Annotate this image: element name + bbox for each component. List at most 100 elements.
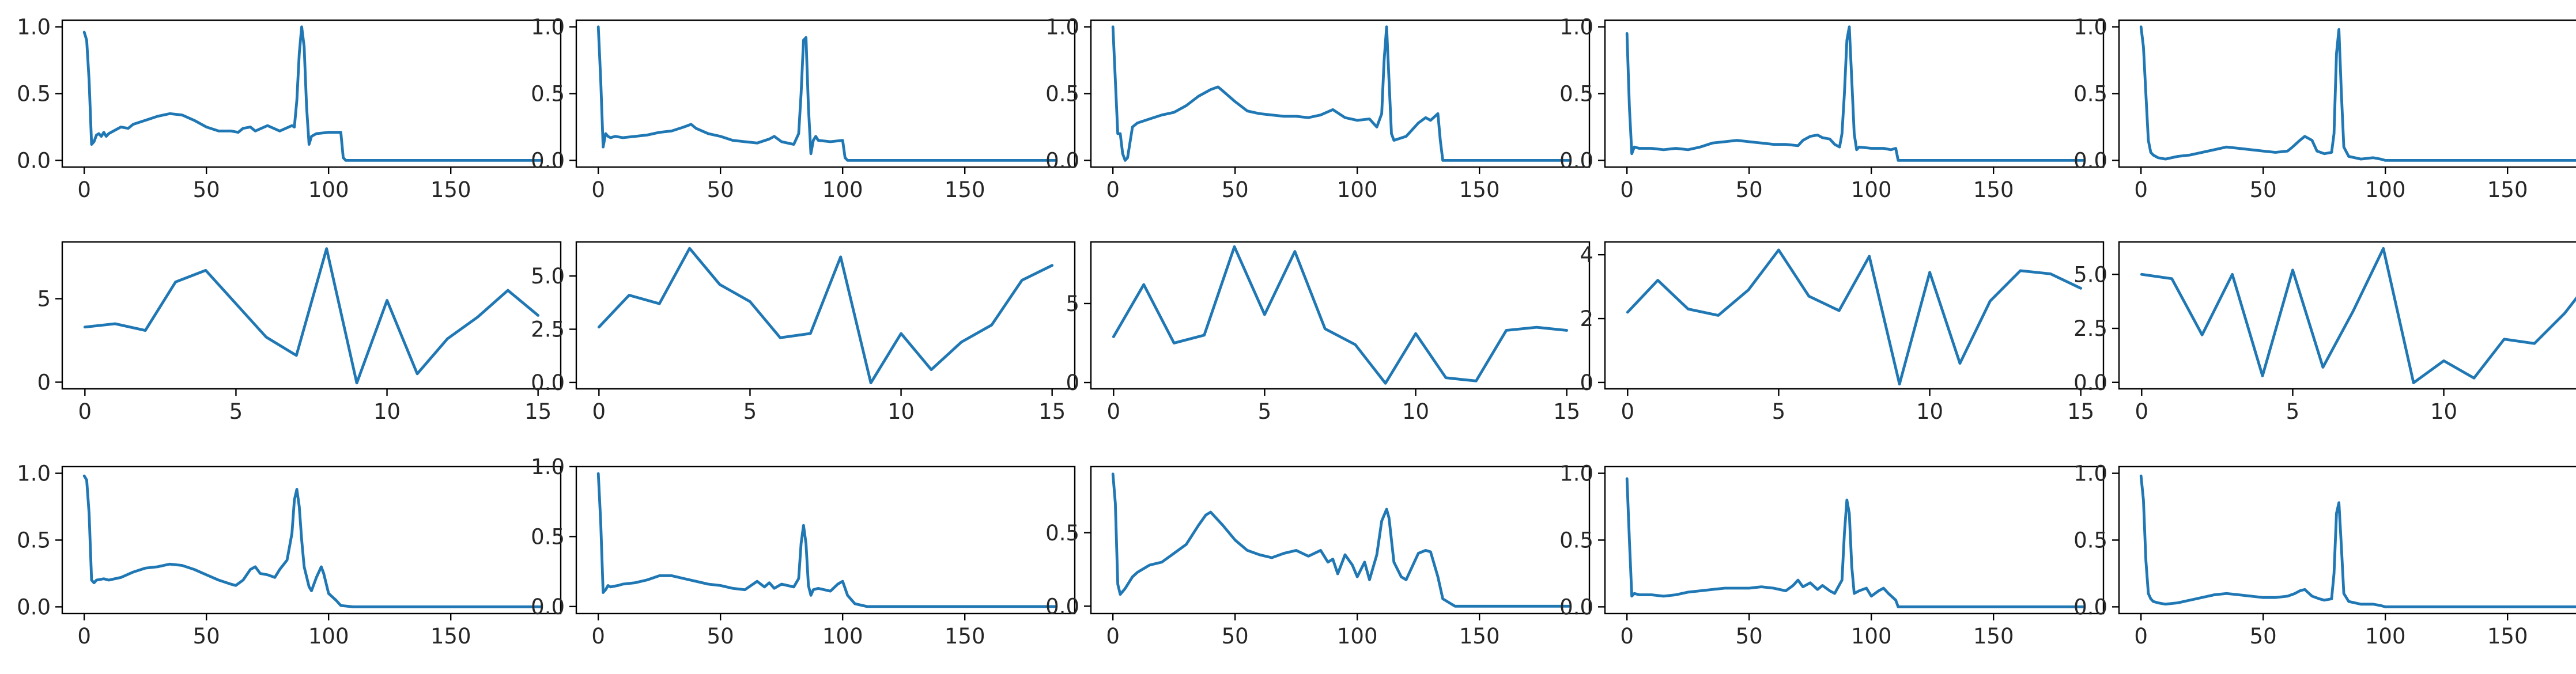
x-tick-label: 0 — [77, 177, 91, 202]
y-tick-label: 0.0 — [2073, 595, 2107, 619]
x-tick-label: 15 — [2067, 399, 2094, 424]
x-tick-label: 10 — [887, 399, 915, 424]
y-tick-label: 1.0 — [17, 461, 51, 486]
axes-frame — [1604, 241, 2105, 390]
x-tick-label: 0 — [2134, 177, 2148, 202]
x-tick-label: 150 — [430, 177, 471, 202]
y-tick-label: 5 — [37, 287, 51, 312]
x-tick-label: 15 — [1553, 399, 1580, 424]
y-tick-label: 1.0 — [2073, 461, 2107, 486]
series-line-1 — [2139, 474, 2576, 608]
y-tick-label: 2.5 — [531, 317, 565, 342]
x-tick-label: 10 — [1402, 399, 1429, 424]
subplot-r1-c3: 0 50 100 150 0.0 0.5 1.0 — [1045, 15, 1591, 202]
axes-frame — [575, 241, 1076, 390]
y-tick-label: 0.0 — [1045, 148, 1079, 173]
x-tick-label: 5 — [1258, 399, 1272, 424]
x-tick-label: 150 — [945, 624, 985, 649]
y-tick-label: 1.0 — [531, 15, 565, 40]
x-tick-label: 0 — [1106, 177, 1120, 202]
y-tick-label: 5 — [1066, 291, 1079, 316]
x-tick-label: 150 — [2487, 624, 2528, 649]
axes-frame — [2118, 19, 2576, 168]
x-tick-label: 100 — [822, 177, 863, 202]
x-tick-label: 100 — [2365, 177, 2406, 202]
x-tick-label: 50 — [2250, 177, 2277, 202]
axes-frame — [1604, 19, 2105, 168]
x-tick-label: 10 — [373, 399, 401, 424]
x-tick-label: 10 — [1916, 399, 1943, 424]
axes-frame — [1090, 241, 1591, 390]
y-tick-label: 0.0 — [17, 595, 51, 619]
subplot-r1-c5: 0 50 100 150 0.0 0.5 1.0 — [2073, 15, 2576, 202]
y-tick-label: 0.5 — [17, 528, 51, 553]
series-line-1 — [1625, 25, 2086, 162]
x-tick-label: 150 — [1973, 177, 2014, 202]
subplot-r1-c4: 0 50 100 150 0.0 0.5 1.0 — [1559, 15, 2105, 202]
y-tick-label: 0.5 — [2073, 528, 2107, 553]
x-tick-label: 50 — [1222, 624, 1249, 649]
y-tick-label: 0.5 — [531, 524, 565, 549]
axes-frame — [1090, 19, 1591, 168]
y-tick-label: 0.0 — [2073, 148, 2107, 173]
axes-frame — [575, 465, 1076, 615]
y-tick-label: 2.5 — [2073, 316, 2107, 341]
subplot-r2-c2: 0 5 10 15 0.0 2.5 5.0 — [531, 241, 1076, 424]
axes-frame — [2118, 241, 2576, 390]
x-tick-label: 5 — [2286, 399, 2300, 424]
y-tick-label: 0.5 — [1045, 82, 1079, 107]
x-tick-label: 150 — [1459, 177, 1500, 202]
x-tick-label: 150 — [430, 624, 471, 649]
x-tick-label: 50 — [707, 624, 734, 649]
subplot-r3-c3: 0 50 100 150 0.0 0.5 — [1045, 465, 1591, 649]
x-tick-label: 5 — [229, 399, 243, 424]
x-tick-label: 100 — [308, 624, 349, 649]
x-tick-label: 50 — [707, 177, 734, 202]
series-line-1 — [1111, 25, 1572, 162]
x-tick-label: 100 — [822, 624, 863, 649]
x-tick-label: 50 — [1222, 177, 1249, 202]
x-tick-label: 50 — [193, 177, 220, 202]
x-tick-label: 100 — [308, 177, 349, 202]
y-tick-label: 0 — [37, 370, 51, 395]
x-tick-label: 100 — [1851, 177, 1892, 202]
y-tick-label: 0.0 — [1045, 594, 1079, 619]
series-line-1 — [2140, 247, 2576, 384]
x-tick-label: 0 — [78, 399, 92, 424]
series-line-1 — [596, 25, 1057, 162]
subplot-r1-c1: 0 50 100 150 0.0 0.5 1.0 — [17, 15, 562, 202]
subplot-r2-c1: 0 5 10 15 0 5 — [37, 241, 562, 424]
x-tick-label: 15 — [524, 399, 552, 424]
x-tick-label: 0 — [591, 624, 605, 649]
y-tick-label: 1.0 — [17, 15, 51, 40]
y-tick-label: 1.0 — [2073, 15, 2107, 40]
x-tick-label: 15 — [1038, 399, 1066, 424]
series-line-1 — [82, 474, 543, 608]
axes-frame — [61, 19, 562, 168]
axes-frame — [2118, 465, 2576, 615]
subplot-r3-c5: 0 50 100 150 0.0 0.5 1.0 — [2073, 461, 2576, 649]
y-tick-label: 1.0 — [531, 455, 565, 479]
y-tick-label: 2 — [1580, 306, 1593, 331]
subplot-r3-c4: 0 50 100 150 0.0 0.5 1.0 — [1559, 461, 2105, 649]
x-tick-label: 0 — [592, 399, 606, 424]
y-tick-label: 0.5 — [17, 82, 51, 107]
x-tick-label: 0 — [1620, 624, 1634, 649]
y-tick-label: 0.0 — [531, 148, 565, 173]
x-tick-label: 50 — [2250, 624, 2277, 649]
x-tick-label: 0 — [591, 177, 605, 202]
x-tick-label: 0 — [1106, 624, 1120, 649]
y-tick-label: 0.0 — [531, 370, 565, 395]
y-tick-label: 0.5 — [1559, 528, 1593, 553]
series-line-1 — [2139, 25, 2576, 162]
x-tick-label: 0 — [2135, 399, 2149, 424]
y-tick-label: 5.0 — [2073, 262, 2107, 287]
x-tick-label: 150 — [2487, 177, 2528, 202]
x-tick-label: 0 — [1107, 399, 1121, 424]
x-tick-label: 0 — [2134, 624, 2148, 649]
y-tick-label: 0.0 — [17, 148, 51, 173]
axes-frame — [61, 241, 562, 390]
series-line-1 — [597, 247, 1054, 385]
y-tick-label: 0.5 — [1559, 82, 1593, 107]
